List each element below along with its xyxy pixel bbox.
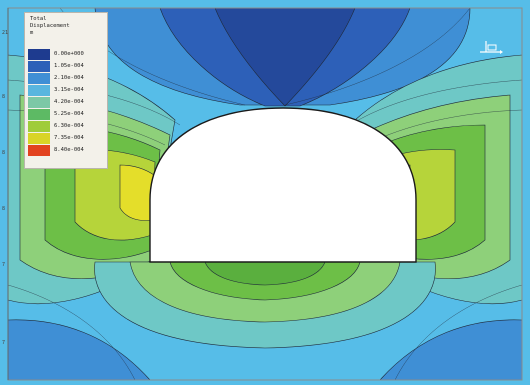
legend-swatch [28,145,50,156]
legend-label: 3.15e-004 [54,87,84,93]
legend-label: 7.35e-004 [54,135,84,141]
legend-swatch [28,73,50,84]
legend-swatch [28,133,50,144]
legend-entry: 4.20e-004 [28,97,106,108]
ruler-tick-label: 21 [2,30,9,36]
displacement-legend: Total Displacement m 0.00e+000 1.05e-004… [24,12,108,169]
legend-swatch [28,109,50,120]
legend-entry: 3.15e-004 [28,85,106,96]
legend-swatch [28,49,50,60]
ruler-tick-label: 8 [2,150,6,156]
legend-entry: 5.25e-004 [28,109,106,120]
legend-swatch [28,61,50,72]
legend-label: 2.10e-004 [54,75,84,81]
legend-label: 8.40e-004 [54,147,84,153]
legend-title: Total Displacement m [30,16,70,37]
legend-entry: 8.40e-004 [28,145,106,156]
legend-title-line2: Displacement [30,23,70,29]
legend-swatch [28,97,50,108]
legend-label: 4.20e-004 [54,99,84,105]
legend-entry: 0.00e+000 [28,49,106,60]
legend-entry: 7.35e-004 [28,133,106,144]
contour-band-darkest-blue-top [214,7,356,107]
legend-entry: 2.10e-004 [28,73,106,84]
coordinate-axes-icon [480,41,503,54]
legend-unit: m [30,30,34,36]
legend-entry: 6.30e-004 [28,121,106,132]
legend-label: 0.00e+000 [54,51,84,57]
legend-label: 5.25e-004 [54,111,84,117]
ruler-tick-label: 8 [2,94,6,100]
excavation-opening [149,107,417,263]
legend-label: 6.30e-004 [54,123,84,129]
ruler-tick-label: 8 [2,206,6,212]
legend-swatch [28,85,50,96]
ruler-tick-label: 7 [2,340,6,346]
ruler-tick-label: 7 [2,262,6,268]
legend-label: 1.05e-004 [54,63,84,69]
contour-bottom-green-inner [204,261,326,286]
legend-swatch [28,121,50,132]
legend-entry: 1.05e-004 [28,61,106,72]
legend-title-line1: Total [30,16,47,22]
